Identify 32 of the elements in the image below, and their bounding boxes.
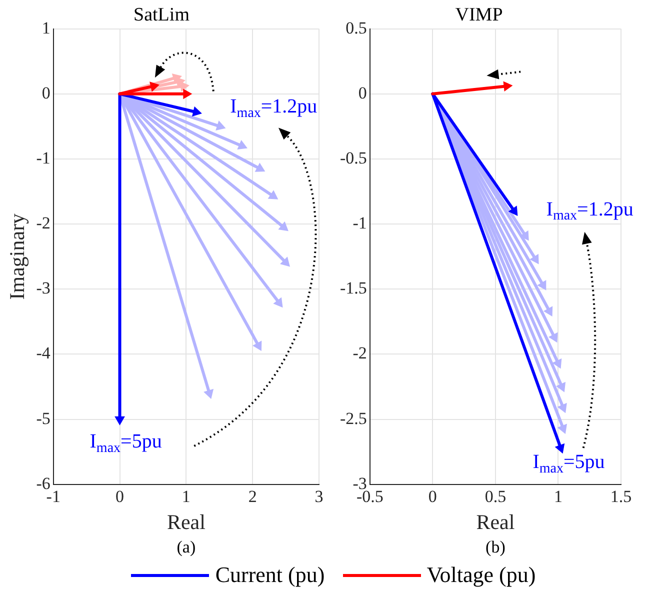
y-tick-label: -2: [352, 344, 367, 363]
legend-label: Voltage (pu): [426, 562, 536, 588]
x-tick-label: 2: [248, 487, 257, 506]
text: (b): [486, 537, 506, 556]
y-tick-label: -3: [36, 278, 50, 298]
y-tick-label: -1.5: [340, 278, 367, 298]
x-tick-label: 1.5: [610, 487, 632, 506]
y-tick-label: -2: [36, 214, 50, 233]
y-tick-label: -0.5: [340, 148, 367, 168]
y-tick-label: -5: [36, 408, 50, 428]
chart-title: SatLim: [134, 4, 190, 26]
legend-label: Current (pu): [215, 562, 325, 588]
x-axis-title: Real: [166, 510, 206, 534]
x-tick-label: 1: [182, 487, 190, 506]
x-tick-label: 3: [314, 487, 324, 506]
y-tick-label: -6: [36, 474, 50, 493]
y-tick-label: 0: [42, 83, 50, 102]
y-tick-label: -2.5: [340, 408, 367, 428]
y-tick-label: -1: [36, 148, 50, 168]
y-tick-label: 1: [42, 18, 50, 38]
x-axis-title: Real: [476, 510, 515, 534]
x-tick-label: 0.5: [484, 487, 506, 506]
text: (a): [176, 537, 196, 556]
y-tick-label: -1: [352, 214, 367, 233]
chart-title: VIMP: [455, 4, 503, 26]
x-tick-label: 1: [554, 487, 562, 506]
y-tick-label: 0.5: [346, 18, 367, 38]
y-tick-label: -4: [36, 344, 51, 363]
y-axis-title: Imaginary: [5, 212, 30, 300]
x-tick-label: 0: [428, 487, 437, 506]
x-tick-label: 0: [116, 487, 124, 506]
y-tick-label: 0: [358, 83, 367, 102]
